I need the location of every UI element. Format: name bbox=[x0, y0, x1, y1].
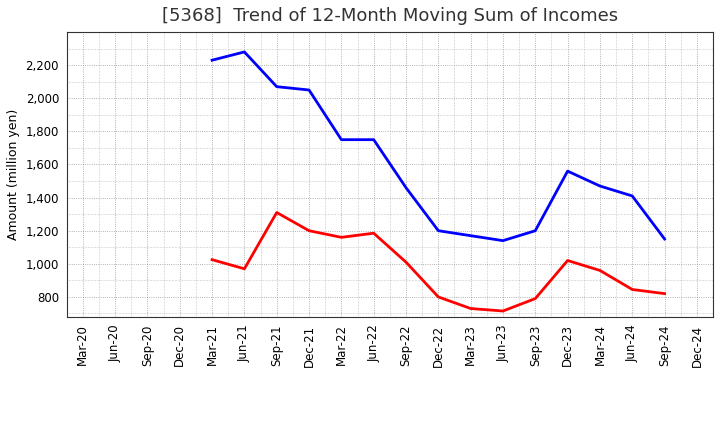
Ordinary Income bbox=[628, 193, 636, 198]
Net Income bbox=[240, 266, 248, 271]
Net Income bbox=[467, 306, 475, 311]
Ordinary Income bbox=[272, 84, 281, 89]
Ordinary Income bbox=[369, 137, 378, 142]
Ordinary Income bbox=[305, 88, 313, 93]
Line: Net Income: Net Income bbox=[212, 213, 665, 311]
Ordinary Income bbox=[402, 185, 410, 191]
Ordinary Income bbox=[434, 228, 443, 233]
Net Income bbox=[499, 308, 508, 314]
Net Income bbox=[305, 228, 313, 233]
Y-axis label: Amount (million yen): Amount (million yen) bbox=[7, 109, 20, 240]
Net Income bbox=[628, 287, 636, 292]
Ordinary Income bbox=[208, 58, 217, 63]
Net Income bbox=[531, 296, 539, 301]
Ordinary Income bbox=[337, 137, 346, 142]
Net Income bbox=[660, 291, 669, 296]
Title: [5368]  Trend of 12-Month Moving Sum of Incomes: [5368] Trend of 12-Month Moving Sum of I… bbox=[162, 7, 618, 25]
Net Income bbox=[369, 231, 378, 236]
Ordinary Income bbox=[563, 169, 572, 174]
Net Income bbox=[595, 268, 604, 273]
Net Income bbox=[208, 257, 217, 262]
Ordinary Income bbox=[531, 228, 539, 233]
Net Income bbox=[337, 235, 346, 240]
Net Income bbox=[402, 260, 410, 265]
Ordinary Income bbox=[240, 49, 248, 55]
Line: Ordinary Income: Ordinary Income bbox=[212, 52, 665, 241]
Net Income bbox=[272, 210, 281, 215]
Ordinary Income bbox=[499, 238, 508, 243]
Ordinary Income bbox=[595, 183, 604, 189]
Net Income bbox=[434, 294, 443, 300]
Ordinary Income bbox=[660, 236, 669, 242]
Net Income bbox=[563, 258, 572, 263]
Ordinary Income bbox=[467, 233, 475, 238]
